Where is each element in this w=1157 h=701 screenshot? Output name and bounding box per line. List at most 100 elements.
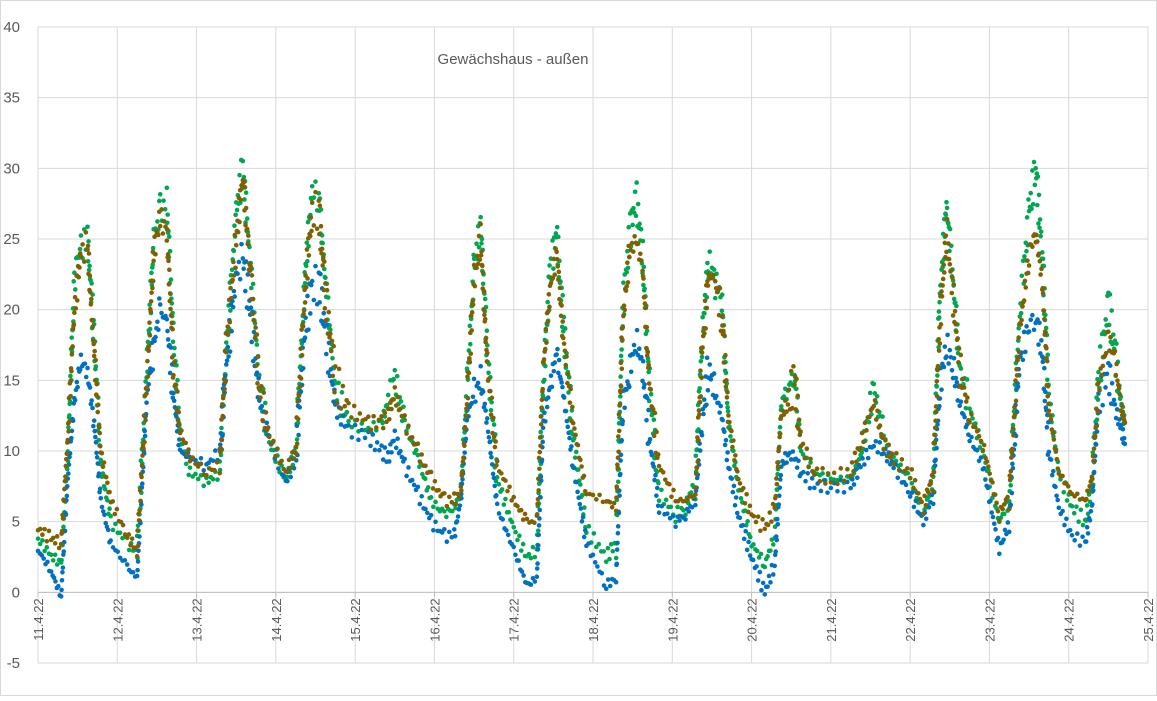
data-point [515, 503, 520, 509]
data-point [95, 409, 101, 415]
data-point [1013, 378, 1018, 383]
data-point [1037, 217, 1043, 222]
data-point [560, 384, 565, 390]
data-point [144, 391, 149, 396]
data-point [1030, 202, 1036, 207]
data-point [944, 354, 949, 359]
data-point [1080, 522, 1086, 528]
data-point [648, 387, 654, 392]
data-point [201, 468, 207, 473]
data-point [1038, 272, 1043, 277]
data-point [615, 479, 621, 485]
data-point [699, 375, 704, 381]
data-point [37, 541, 43, 547]
data-point [69, 428, 75, 434]
data-point [653, 472, 658, 478]
data-point [535, 547, 541, 552]
data-point [425, 485, 431, 490]
data-point [494, 501, 500, 507]
data-point [634, 180, 639, 185]
data-point [170, 339, 176, 345]
data-point [558, 313, 564, 319]
data-point [370, 432, 376, 437]
data-point [921, 511, 926, 517]
data-point [193, 471, 198, 477]
data-point [1048, 417, 1054, 422]
data-point [537, 466, 542, 472]
data-point [1035, 174, 1041, 180]
data-point [542, 410, 547, 416]
data-point [794, 376, 799, 382]
data-point [305, 293, 310, 299]
data-point [391, 438, 396, 444]
data-point [93, 434, 98, 440]
data-point [704, 305, 710, 311]
data-point [536, 532, 541, 538]
data-point [983, 455, 988, 461]
data-point [1085, 531, 1091, 536]
data-point [488, 450, 493, 456]
y-tick-label: 0 [12, 584, 20, 601]
data-point [417, 501, 423, 507]
data-point [952, 308, 958, 314]
data-point [991, 521, 997, 527]
data-point [238, 197, 244, 203]
data-point [64, 484, 70, 489]
data-point [218, 447, 224, 452]
data-point [298, 346, 303, 351]
data-point [671, 487, 676, 493]
data-point [1071, 510, 1077, 516]
data-point [1072, 537, 1077, 543]
data-point [635, 352, 641, 358]
data-point [722, 429, 727, 434]
data-point [639, 258, 644, 263]
data-point [535, 528, 541, 533]
data-point [919, 499, 925, 505]
data-point [702, 298, 708, 304]
data-point [745, 509, 751, 515]
data-point [431, 504, 436, 510]
data-point [240, 158, 246, 164]
data-point [393, 403, 399, 408]
data-point [402, 413, 408, 418]
data-point [323, 281, 328, 286]
data-point [936, 337, 942, 342]
data-point [226, 330, 231, 335]
data-point [875, 408, 880, 414]
data-point [210, 476, 216, 482]
data-point [1060, 473, 1065, 479]
data-point [614, 486, 620, 491]
data-point [984, 459, 990, 464]
data-point [926, 489, 931, 495]
data-point [928, 479, 934, 484]
data-point [145, 374, 151, 379]
data-point [841, 490, 847, 495]
data-point [578, 457, 583, 463]
data-point [237, 187, 243, 193]
data-point [701, 397, 707, 402]
data-point [937, 299, 942, 305]
data-point [1001, 537, 1006, 543]
data-point [232, 294, 237, 299]
data-point [891, 461, 896, 467]
data-point [581, 534, 587, 540]
data-point [717, 410, 722, 415]
data-point [478, 363, 483, 369]
data-point [744, 491, 749, 497]
data-point [544, 340, 549, 345]
data-point [545, 309, 551, 314]
data-point [164, 238, 170, 243]
data-point [640, 358, 646, 364]
data-point [967, 420, 972, 425]
data-point [953, 375, 959, 381]
data-point [993, 527, 998, 532]
data-point [71, 279, 76, 284]
data-point [907, 494, 913, 499]
data-point [354, 417, 360, 423]
data-point [563, 362, 569, 368]
data-point [496, 511, 502, 516]
data-point [172, 345, 177, 351]
data-point [654, 493, 659, 498]
data-point [719, 308, 725, 314]
data-point [798, 429, 803, 434]
